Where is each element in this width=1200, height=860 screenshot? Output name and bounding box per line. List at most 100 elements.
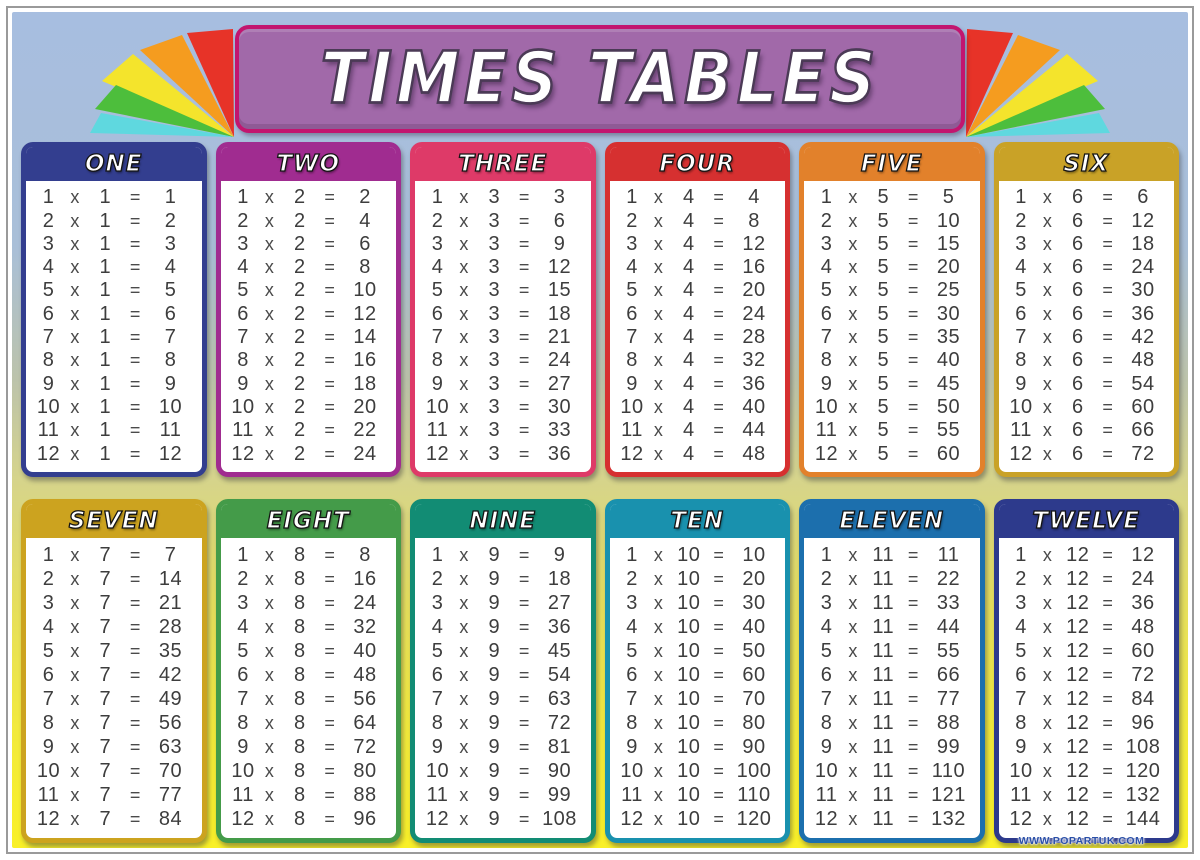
equals-symbol: = [713, 373, 725, 394]
equals-symbol: = [713, 809, 725, 829]
product: 55 [936, 419, 961, 442]
product: 6 [359, 232, 371, 255]
times-symbol: x [70, 350, 80, 371]
equation-row: 4 x 6 = 24 [1008, 257, 1166, 277]
multiplier: 7 [42, 688, 55, 710]
product: 60 [742, 664, 766, 686]
title-banner: TIMES TABLES [235, 25, 965, 133]
card-title-label: TWO [276, 150, 341, 177]
base-number: 2 [293, 232, 306, 255]
multiplier: 10 [814, 760, 839, 782]
equation-row: 7 x 10 = 70 [619, 689, 777, 709]
base-number: 5 [877, 209, 890, 232]
card-title-label: SEVEN [68, 507, 159, 534]
times-table-card-six: SIX 1 x 6 = 6 2 x 6 = 12 3 x 6 = 18 4 x 6 = 24 5 x 6 = 30 6 x 6 = 36 7… [993, 142, 1179, 477]
product: 12 [353, 302, 377, 325]
product: 12 [1131, 209, 1155, 232]
card-title-label: TEN [670, 507, 725, 534]
times-symbol: x [1042, 785, 1053, 805]
times-table-card-eleven: ELEVEN 1 x 11 = 11 2 x 11 = 22 3 x 11 = 33 4 x 11 = 44 5 x 11 =… [799, 499, 985, 843]
card-header: FIVE [804, 147, 980, 181]
multiplier: 2 [42, 568, 55, 590]
product: 24 [353, 442, 377, 465]
equals-symbol: = [518, 617, 530, 637]
times-symbol: x [70, 443, 80, 464]
equation-row: 1 x 2 = 2 [230, 187, 388, 207]
times-symbol: x [264, 350, 275, 371]
times-symbol: x [1042, 420, 1053, 441]
times-symbol: x [848, 187, 858, 208]
equals-symbol: = [129, 713, 141, 733]
equation-row: 6 x 3 = 18 [424, 304, 582, 324]
equals-symbol: = [1102, 327, 1114, 348]
times-symbol: x [653, 210, 664, 231]
times-symbol: x [848, 713, 858, 733]
product: 18 [353, 372, 377, 395]
multiplier: 8 [1015, 712, 1027, 734]
multiplier: 5 [626, 640, 638, 662]
multiplier: 6 [237, 664, 249, 686]
multiplier: 9 [431, 372, 444, 395]
equals-symbol: = [713, 569, 725, 589]
times-symbol: x [264, 713, 275, 733]
equation-row: 9 x 4 = 36 [619, 374, 777, 394]
times-symbol: x [848, 665, 858, 685]
multiplier: 2 [820, 568, 833, 590]
equation-row: 3 x 7 = 21 [35, 593, 193, 613]
base-number: 4 [682, 209, 695, 232]
equals-symbol: = [713, 303, 725, 324]
base-number: 7 [99, 544, 112, 566]
ray-yellow [966, 54, 1098, 137]
equals-symbol: = [324, 257, 336, 278]
equals-symbol: = [713, 593, 725, 613]
multiplier: 7 [42, 326, 55, 349]
equals-symbol: = [1102, 569, 1114, 589]
multiplier: 8 [42, 712, 55, 734]
equation-row: 4 x 7 = 28 [35, 617, 193, 637]
equation-row: 5 x 9 = 45 [424, 641, 582, 661]
multiplier: 6 [1015, 302, 1027, 325]
times-symbol: x [459, 303, 469, 324]
times-symbol: x [653, 443, 664, 464]
equation-row: 6 x 10 = 60 [619, 665, 777, 685]
multiplier: 5 [820, 279, 833, 302]
equals-symbol: = [907, 210, 919, 231]
equation-row: 6 x 7 = 42 [35, 665, 193, 685]
ray-red [187, 29, 234, 137]
equals-symbol: = [907, 233, 919, 254]
equation-row: 9 x 12 = 108 [1008, 737, 1166, 757]
card-header: EIGHT [220, 504, 396, 538]
base-number: 7 [99, 760, 112, 782]
product: 30 [547, 395, 572, 418]
multiplier: 3 [626, 592, 638, 614]
equals-symbol: = [324, 443, 336, 464]
equation-row: 6 x 8 = 48 [230, 665, 388, 685]
product: 54 [547, 664, 572, 686]
equation-row: 2 x 11 = 22 [813, 569, 971, 589]
product: 18 [547, 568, 572, 590]
base-number: 2 [293, 442, 306, 465]
card-title-label: SIX [1063, 150, 1110, 177]
product: 5 [164, 279, 177, 302]
equation-row: 10 x 3 = 30 [424, 397, 582, 417]
equation-row: 1 x 7 = 7 [35, 545, 193, 565]
equation-row: 6 x 9 = 54 [424, 665, 582, 685]
base-number: 7 [99, 640, 112, 662]
equation-row: 3 x 2 = 6 [230, 234, 388, 254]
base-number: 2 [293, 279, 306, 302]
product: 6 [164, 302, 177, 325]
equation-row: 12 x 11 = 132 [813, 809, 971, 829]
times-symbol: x [70, 303, 80, 324]
card-header: ONE [26, 147, 202, 181]
equation-row: 1 x 4 = 4 [619, 187, 777, 207]
product: 90 [742, 736, 766, 758]
base-number: 5 [877, 279, 890, 302]
times-symbol: x [459, 689, 469, 709]
product: 24 [1131, 568, 1155, 590]
product: 9 [553, 544, 566, 566]
multiplier: 12 [814, 442, 839, 465]
equals-symbol: = [907, 593, 919, 613]
equals-symbol: = [129, 593, 141, 613]
times-symbol: x [459, 569, 469, 589]
times-symbol: x [848, 593, 858, 613]
